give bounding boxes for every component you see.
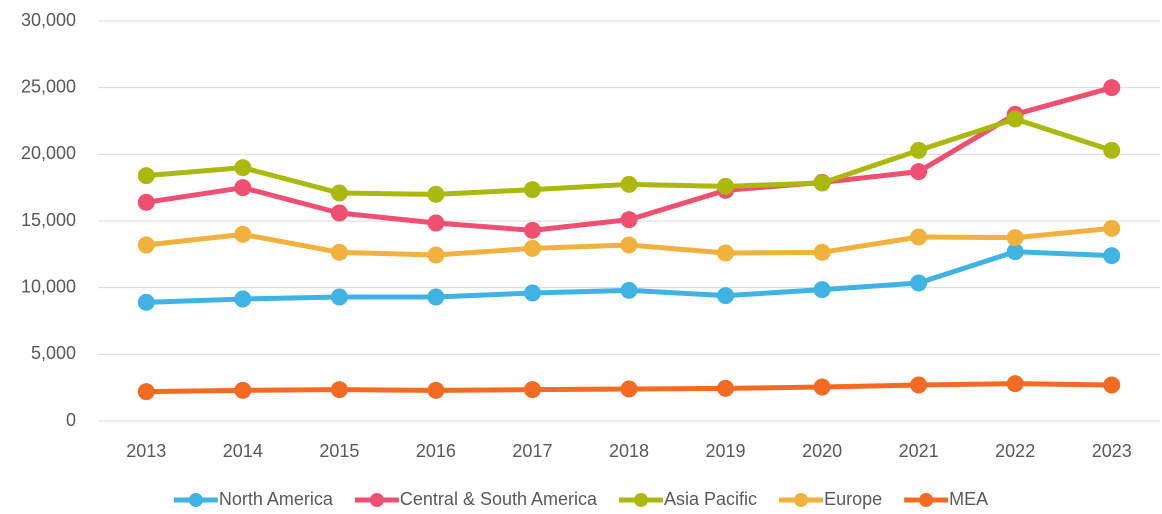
x-tick-label: 2018: [609, 441, 649, 461]
data-point: [523, 239, 541, 257]
x-tick-label: 2015: [319, 441, 359, 461]
data-point: [717, 244, 735, 262]
data-point: [137, 293, 155, 311]
data-point: [137, 167, 155, 185]
data-point: [427, 214, 445, 232]
data-point: [1103, 79, 1121, 97]
data-point: [717, 287, 735, 305]
y-tick-label: 0: [66, 410, 76, 430]
data-point: [330, 243, 348, 261]
data-point: [1103, 141, 1121, 159]
data-point: [1006, 110, 1024, 128]
x-tick-label: 2019: [706, 441, 746, 461]
legend-label: North America: [219, 489, 334, 509]
y-tick-label: 20,000: [21, 143, 76, 163]
data-point: [234, 159, 252, 177]
y-tick-label: 5,000: [31, 343, 76, 363]
data-point: [523, 181, 541, 199]
data-point: [910, 163, 928, 181]
legend-marker: [369, 493, 384, 507]
data-point: [234, 290, 252, 308]
data-point: [813, 243, 831, 261]
data-point: [717, 379, 735, 397]
y-tick-label: 15,000: [21, 210, 76, 230]
data-point: [620, 211, 638, 229]
data-point: [1006, 243, 1024, 261]
data-point: [330, 184, 348, 202]
legend-marker: [794, 493, 809, 507]
x-tick-label: 2013: [126, 441, 166, 461]
legend-label: Asia Pacific: [664, 489, 757, 509]
data-point: [910, 228, 928, 246]
data-point: [910, 274, 928, 292]
y-tick-label: 10,000: [21, 276, 76, 296]
legend-label: MEA: [949, 489, 988, 509]
data-point: [427, 246, 445, 264]
y-tick-label: 30,000: [21, 10, 76, 30]
data-point: [1103, 247, 1121, 265]
data-point: [330, 288, 348, 306]
x-tick-label: 2016: [416, 441, 456, 461]
data-point: [523, 284, 541, 302]
x-tick-label: 2017: [512, 441, 552, 461]
data-point: [137, 383, 155, 401]
data-point: [523, 381, 541, 399]
x-tick-label: 2014: [223, 441, 263, 461]
x-tick-label: 2022: [995, 441, 1035, 461]
data-point: [330, 204, 348, 222]
data-point: [1006, 229, 1024, 247]
legend-label: Europe: [824, 489, 882, 509]
legend-marker: [634, 493, 649, 507]
data-point: [234, 381, 252, 399]
data-point: [137, 193, 155, 211]
legend-label: Central & South America: [400, 489, 598, 509]
legend-marker: [919, 493, 934, 507]
data-point: [620, 236, 638, 254]
data-point: [1006, 375, 1024, 393]
data-point: [620, 380, 638, 398]
data-point: [234, 179, 252, 197]
data-point: [717, 177, 735, 195]
data-point: [234, 225, 252, 243]
data-point: [813, 174, 831, 192]
legend-marker: [188, 493, 203, 507]
legend: North America Central & South America Asia…: [173, 489, 988, 509]
x-tick-label: 2021: [899, 441, 939, 461]
data-point: [1103, 376, 1121, 394]
data-point: [427, 185, 445, 203]
data-point: [427, 288, 445, 306]
x-tick-label: 2020: [802, 441, 842, 461]
data-point: [813, 281, 831, 299]
y-tick-label: 25,000: [21, 76, 76, 96]
data-point: [330, 381, 348, 399]
data-point: [523, 221, 541, 239]
series-line: [145, 85, 1113, 233]
x-tick-label: 2023: [1092, 441, 1132, 461]
data-point: [813, 378, 831, 396]
data-point: [910, 376, 928, 394]
data-point: [910, 141, 928, 159]
data-point: [620, 175, 638, 193]
data-point: [620, 281, 638, 299]
data-point: [427, 381, 445, 399]
data-point: [137, 236, 155, 254]
data-point: [1103, 219, 1121, 237]
